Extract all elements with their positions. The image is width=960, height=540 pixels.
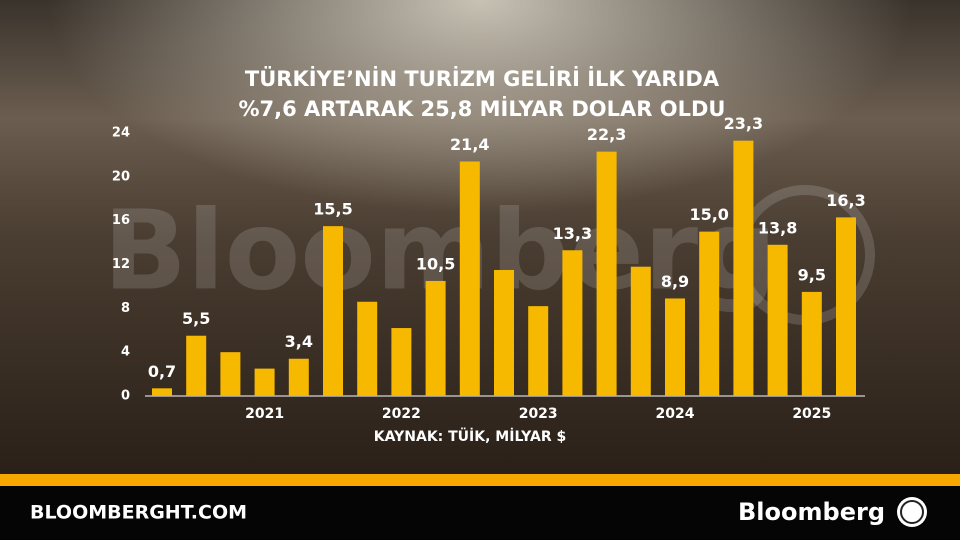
chart-title: %7,6 ARTARAK 25,8 MİLYAR DOLAR OLDU (239, 96, 726, 121)
value-label: 8,9 (661, 272, 689, 291)
bar (836, 217, 856, 396)
bar (254, 368, 275, 396)
x-tick-label: 2022 (382, 406, 421, 422)
bar (357, 301, 378, 396)
y-tick-label: 20 (112, 169, 130, 184)
bar (528, 306, 549, 396)
value-label: 23,3 (724, 114, 763, 133)
bar (562, 250, 583, 396)
value-label: 3,4 (285, 332, 313, 351)
bar (459, 161, 480, 396)
y-tick-label: 0 (121, 389, 130, 404)
value-label: 13,8 (758, 218, 797, 237)
y-tick-label: 16 (112, 213, 130, 228)
footer-stripe (0, 474, 960, 486)
y-tick-label: 4 (121, 345, 130, 360)
x-tick-label: 2025 (792, 406, 831, 422)
value-label: 13,3 (553, 224, 592, 243)
value-label: 16,3 (826, 191, 865, 210)
bar (596, 151, 617, 396)
bar (425, 280, 446, 396)
bar (733, 140, 754, 396)
bar (630, 266, 651, 396)
value-label: 0,7 (148, 362, 176, 381)
bar (699, 231, 720, 396)
value-label: 9,5 (798, 265, 826, 284)
bar (767, 244, 788, 396)
value-label: 22,3 (587, 125, 626, 144)
y-tick-label: 8 (121, 301, 130, 316)
x-tick-label: 2021 (245, 406, 284, 422)
value-label: 15,0 (689, 205, 728, 224)
footer-logo-ring (900, 500, 924, 524)
value-label: 21,4 (450, 135, 489, 154)
bar (801, 291, 822, 396)
bar (323, 226, 343, 396)
source: KAYNAK: TÜİK, MİLYAR $ (374, 427, 566, 445)
footer-site: BLOOMBERGHT.COM (30, 502, 247, 524)
value-label: 15,5 (313, 200, 352, 219)
x-tick-label: 2023 (519, 406, 558, 422)
value-label: 5,5 (182, 309, 210, 328)
bar (220, 352, 241, 396)
bar (391, 328, 412, 396)
bar (494, 269, 514, 396)
y-tick-label: 12 (112, 257, 130, 272)
chart-title: TÜRKİYE’NİN TURİZM GELİRİ İLK YARIDA (245, 66, 720, 91)
x-tick-label: 2024 (656, 406, 695, 422)
footer-brand: Bloomberg (738, 498, 885, 526)
value-label: 10,5 (416, 254, 455, 273)
bar (152, 388, 172, 396)
bar (288, 358, 309, 396)
y-tick-label: 24 (112, 126, 130, 141)
footer (0, 486, 960, 540)
bar (665, 298, 685, 396)
bar (186, 335, 207, 396)
